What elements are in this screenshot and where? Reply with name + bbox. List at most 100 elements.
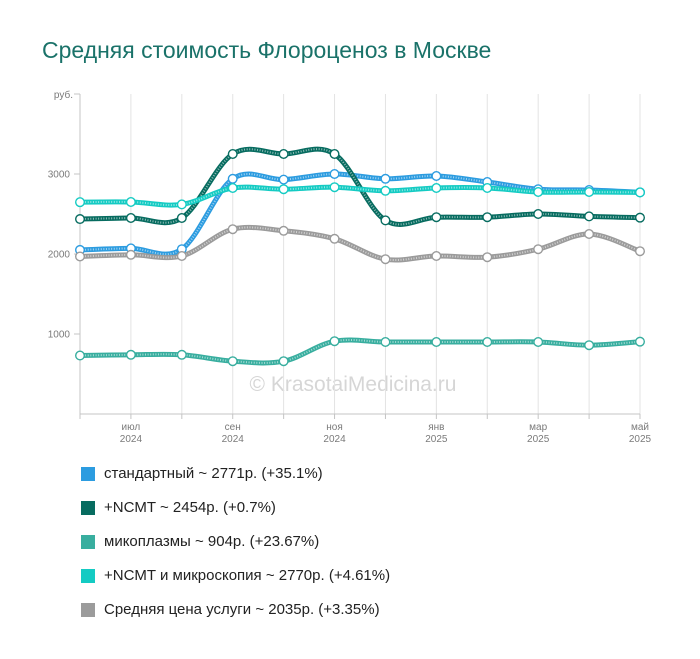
series-1-point-4 xyxy=(278,148,289,159)
series-1-point-9 xyxy=(533,208,544,219)
legend-label: +NCMT и микроскопия ~ 2770р. (+4.61%) xyxy=(104,567,390,585)
series-3-point-1 xyxy=(125,196,136,207)
series-3-point-2 xyxy=(176,199,187,210)
series-2-line xyxy=(77,337,643,366)
series-2-point-7 xyxy=(431,337,442,348)
legend-label: +NCMT ~ 2454р. (+0.7%) xyxy=(104,499,276,517)
legend-swatch xyxy=(81,467,95,481)
series-3-point-0 xyxy=(74,197,85,208)
series-4-line xyxy=(77,224,643,263)
series-4-point-2 xyxy=(176,250,187,261)
series-4-point-5 xyxy=(329,233,340,244)
series-4-point-10 xyxy=(584,228,595,239)
x-tick-year-label: 2024 xyxy=(323,434,346,445)
legend-swatch xyxy=(81,603,95,617)
series-3-point-5 xyxy=(329,182,340,193)
series-1-point-2 xyxy=(176,212,187,223)
series-3-point-10 xyxy=(584,186,595,197)
series-2-point-3 xyxy=(227,356,238,367)
series-2-point-5 xyxy=(329,336,340,347)
x-tick-month-label: янв xyxy=(428,422,444,433)
series-2-point-11 xyxy=(635,336,646,347)
series-1-point-11 xyxy=(635,212,646,223)
series-3-point-9 xyxy=(533,186,544,197)
legend-label: стандартный ~ 2771р. (+35.1%) xyxy=(104,465,323,483)
legend-label: микоплазмы ~ 904р. (+23.67%) xyxy=(104,533,319,551)
legend-swatch xyxy=(81,569,95,583)
x-tick-month-label: мар xyxy=(529,422,547,433)
series-2-point-8 xyxy=(482,337,493,348)
legend-label: Средняя цена услуги ~ 2035р. (+3.35%) xyxy=(104,601,380,619)
series-3-point-8 xyxy=(482,182,493,193)
legend-series-name: стандартный xyxy=(104,465,195,482)
series-1-point-7 xyxy=(431,212,442,223)
x-tick-month-label: ноя xyxy=(326,422,343,433)
series-4-point-11 xyxy=(635,246,646,257)
series-2-point-6 xyxy=(380,337,391,348)
legend-item-average-price: Средняя цена услуги ~ 2035р. (+3.35%) xyxy=(81,593,390,627)
series-4-point-7 xyxy=(431,250,442,261)
series-0-point-4 xyxy=(278,174,289,185)
x-tick-year-label: 2024 xyxy=(120,434,143,445)
legend-series-summary: ~ 2035р. (+3.35%) xyxy=(255,601,380,618)
legend-item-mycoplasma: микоплазмы ~ 904р. (+23.67%) xyxy=(81,525,390,559)
x-tick-year-label: 2025 xyxy=(527,434,550,445)
series-2-point-1 xyxy=(125,349,136,360)
series-4-point-0 xyxy=(74,251,85,262)
series-3-line xyxy=(77,184,643,208)
x-tick-year-label: 2024 xyxy=(222,434,245,445)
legend-item-standard: стандартный ~ 2771р. (+35.1%) xyxy=(81,457,390,491)
series-4-point-3 xyxy=(227,224,238,235)
series-1-point-8 xyxy=(482,212,493,223)
series-2-point-9 xyxy=(533,337,544,348)
y-axis-unit-label: руб. xyxy=(54,89,73,101)
series-4-point-9 xyxy=(533,244,544,255)
legend-item-ncmt-microscopy: +NCMT и микроскопия ~ 2770р. (+4.61%) xyxy=(81,559,390,593)
x-tick-month-label: май xyxy=(631,422,649,433)
series-0-point-3 xyxy=(227,173,238,184)
series-2-point-2 xyxy=(176,349,187,360)
legend-series-summary: ~ 2771р. (+35.1%) xyxy=(198,465,323,482)
series-4-point-4 xyxy=(278,225,289,236)
series-2-point-10 xyxy=(584,340,595,351)
x-tick-year-label: 2025 xyxy=(425,434,448,445)
series-4-point-6 xyxy=(380,254,391,265)
chart-legend: стандартный ~ 2771р. (+35.1%) +NCMT ~ 24… xyxy=(81,457,390,627)
line-chart: © KrasotaiMedicina.ruиюл2024сен2024ноя20… xyxy=(48,89,652,445)
chart-title: Средняя стоимость Флороценоз в Москве xyxy=(42,37,492,63)
series-1-point-0 xyxy=(74,214,85,225)
legend-series-name: микоплазмы xyxy=(104,533,191,550)
x-tick-month-label: сен xyxy=(225,422,241,433)
legend-series-name: Средняя цена услуги xyxy=(104,601,252,618)
series-2-point-0 xyxy=(74,350,85,361)
x-tick-year-label: 2025 xyxy=(629,434,652,445)
watermark: © KrasotaiMedicina.ru xyxy=(250,373,457,396)
y-tick-label: 2000 xyxy=(48,250,71,261)
series-0-point-7 xyxy=(431,170,442,181)
legend-series-name: +NCMT и микроскопия xyxy=(104,567,262,584)
legend-series-summary: ~ 2770р. (+4.61%) xyxy=(265,567,391,584)
y-tick-label: 1000 xyxy=(48,330,71,341)
y-tick-label: 3000 xyxy=(48,170,71,181)
series-1-point-6 xyxy=(380,215,391,226)
legend-series-summary: ~ 904р. (+23.67%) xyxy=(194,533,320,550)
series-4-point-8 xyxy=(482,252,493,263)
series-3-point-7 xyxy=(431,182,442,193)
series-1-point-3 xyxy=(227,148,238,159)
legend-item-ncmt: +NCMT ~ 2454р. (+0.7%) xyxy=(81,491,390,525)
series-4-point-1 xyxy=(125,249,136,260)
series-1-point-10 xyxy=(584,211,595,222)
series-0-point-6 xyxy=(380,173,391,184)
series-2-point-4 xyxy=(278,356,289,367)
series-3-point-6 xyxy=(380,185,391,196)
legend-swatch xyxy=(81,535,95,549)
legend-swatch xyxy=(81,501,95,515)
series-3-point-4 xyxy=(278,184,289,195)
series-3-point-11 xyxy=(635,187,646,198)
series-3-point-3 xyxy=(227,182,238,193)
x-tick-month-label: июл xyxy=(122,422,141,433)
series-1-point-1 xyxy=(125,212,136,223)
series-0-point-5 xyxy=(329,168,340,179)
legend-series-name: +NCMT xyxy=(104,499,156,516)
